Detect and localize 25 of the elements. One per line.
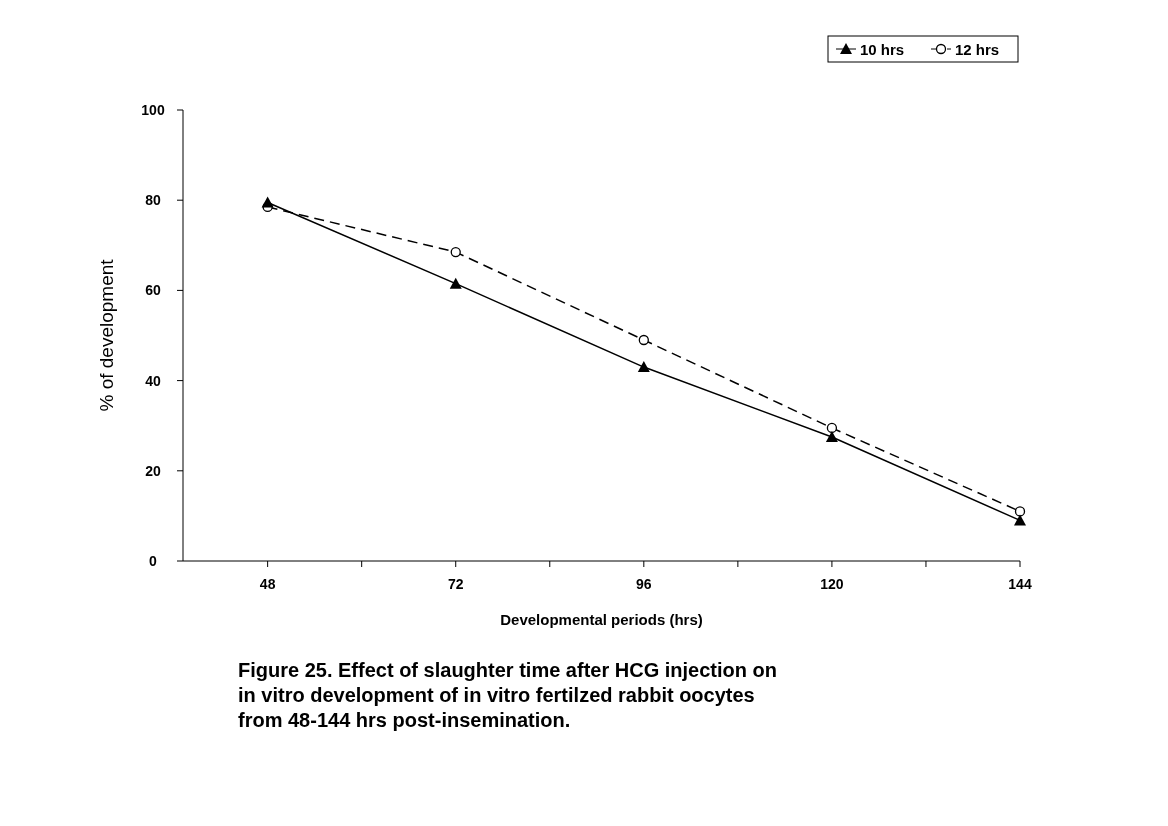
x-tick-label: 72 <box>447 576 464 592</box>
y-tick-label: 40 <box>145 372 161 389</box>
point <box>261 196 274 208</box>
y-tick-label: 80 <box>145 192 161 209</box>
y-axis-title: % of development <box>96 258 117 412</box>
x-tick-label: 144 <box>1008 576 1032 592</box>
legend-label: 12 hrs <box>955 41 1000 58</box>
y-tick-label: 100 <box>141 102 165 118</box>
y-tick-label: 20 <box>145 462 161 479</box>
point <box>450 246 461 258</box>
point <box>637 361 650 373</box>
x-tick-label: 48 <box>259 576 276 592</box>
point <box>826 422 838 434</box>
point <box>825 430 838 442</box>
point <box>449 277 462 289</box>
point <box>1014 514 1026 526</box>
x-axis-title: Developmental periods (hrs) <box>500 611 703 628</box>
x-tick-label: 96 <box>636 576 652 592</box>
caption: Figure 25. Effect of slaughter time after HCG injection on in vitro development of in vitro fertilzed rabbit oocytes from 48-144 hrs post-insemination. <box>238 658 778 733</box>
point <box>1014 506 1026 517</box>
legend-label: 10 hrs <box>860 41 905 58</box>
x-tick-label: 120 <box>820 576 844 592</box>
y-tick-label: 0 <box>149 553 158 569</box>
point <box>638 334 649 346</box>
y-tick-label: 60 <box>145 282 161 299</box>
